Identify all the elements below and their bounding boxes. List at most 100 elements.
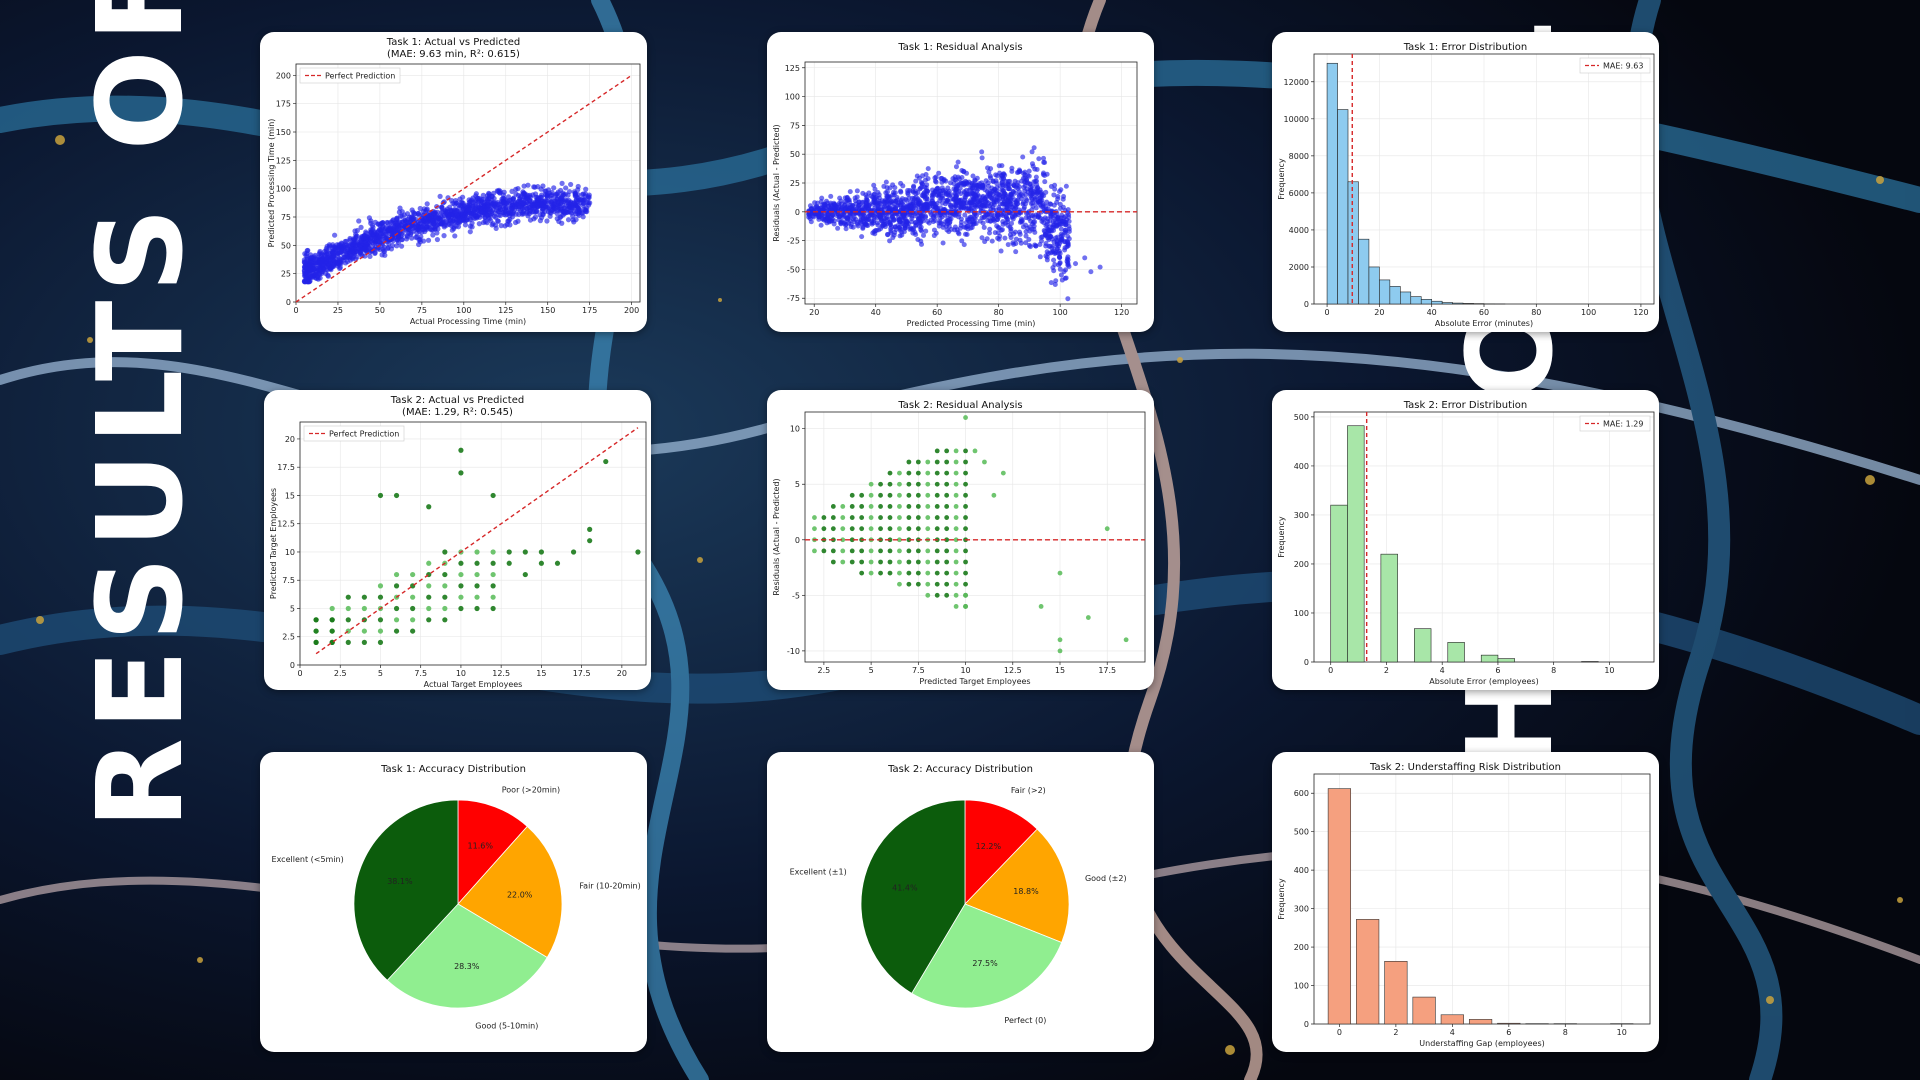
data-point <box>458 571 464 578</box>
bar <box>1412 996 1436 1025</box>
pie-slice <box>911 903 1063 1009</box>
y-axis-label: Frequency <box>1277 878 1286 920</box>
data-point <box>845 197 851 203</box>
data-point <box>888 226 894 232</box>
data-point <box>826 219 832 225</box>
data-point <box>999 187 1005 193</box>
data-point <box>1026 209 1032 215</box>
data-point <box>910 188 916 194</box>
data-point <box>361 594 367 600</box>
data-point <box>840 515 846 520</box>
data-point <box>958 216 964 222</box>
histogram-bar <box>1337 109 1349 305</box>
data-point <box>1104 526 1110 532</box>
y-tick-label: 500 <box>1294 413 1309 422</box>
pie-slice <box>964 799 1038 905</box>
legend-box <box>303 425 405 442</box>
data-point <box>349 241 355 247</box>
data-point <box>506 549 512 555</box>
data-point <box>453 197 459 204</box>
data-point <box>1051 223 1057 229</box>
data-point <box>897 548 902 554</box>
data-point <box>1044 254 1050 260</box>
data-point <box>350 236 357 242</box>
y-tick-label: 200 <box>1294 943 1309 952</box>
data-point <box>544 218 550 224</box>
data-point <box>854 188 860 194</box>
data-point <box>871 196 877 202</box>
data-point <box>559 195 565 201</box>
data-point <box>812 515 817 520</box>
data-point <box>1006 186 1012 192</box>
data-point <box>821 203 827 209</box>
chart-svg: Task 2: Residual Analysis 2.5 5 7.5 10 12.5 15… <box>772 400 1146 686</box>
data-point <box>455 224 462 230</box>
data-point <box>849 526 855 532</box>
data-point <box>829 213 835 219</box>
data-point <box>817 205 823 211</box>
x-tick-label: 0 <box>1328 666 1333 675</box>
data-point <box>1009 165 1015 171</box>
bar <box>1497 1022 1521 1025</box>
data-point <box>925 570 931 576</box>
data-point <box>1011 183 1017 189</box>
data-point <box>878 548 883 554</box>
data-point <box>383 228 390 234</box>
data-point <box>878 504 883 509</box>
x-tick-label: 10 <box>1617 1028 1627 1037</box>
x-tick-label: 4 <box>1440 666 1445 675</box>
data-point <box>1012 197 1018 203</box>
data-point <box>388 219 394 225</box>
data-point <box>377 594 384 600</box>
data-point <box>430 218 436 224</box>
y-tick-label: 50 <box>281 241 291 250</box>
data-point <box>1004 204 1010 210</box>
chart-subtitle: (MAE: 1.29, R²: 0.545) <box>402 407 513 418</box>
data-point <box>398 243 405 249</box>
x-axis-label: Absolute Error (minutes) <box>1435 319 1533 328</box>
data-point <box>994 191 1000 197</box>
data-point <box>849 537 855 543</box>
data-point <box>345 639 351 645</box>
data-point <box>915 504 921 509</box>
data-point <box>832 209 838 215</box>
data-point <box>944 548 950 554</box>
data-point <box>878 526 883 532</box>
y-tick-label: 300 <box>1294 905 1309 914</box>
data-point <box>849 548 855 554</box>
data-point <box>435 226 441 232</box>
data-point <box>915 548 921 554</box>
data-point <box>963 559 968 565</box>
data-point <box>568 181 574 188</box>
data-point <box>1065 257 1071 263</box>
x-axis-label: Actual Target Employees <box>424 680 523 689</box>
data-point <box>391 225 397 231</box>
data-point <box>1044 216 1050 222</box>
data-point <box>1044 171 1050 177</box>
data-point <box>979 149 985 155</box>
data-point <box>909 219 915 225</box>
data-point <box>1057 261 1063 267</box>
y-tick-label: 25 <box>790 179 800 188</box>
data-point <box>928 217 934 223</box>
data-point <box>551 185 557 191</box>
data-point <box>887 470 893 476</box>
data-point <box>1032 242 1038 248</box>
data-point <box>953 604 959 609</box>
data-point <box>382 252 388 258</box>
data-point <box>915 526 921 532</box>
data-point <box>849 492 855 498</box>
pie-slice <box>860 799 966 994</box>
data-point <box>426 222 432 228</box>
data-point <box>372 219 379 225</box>
data-point <box>878 214 884 220</box>
data-point <box>915 481 921 487</box>
data-point <box>926 204 932 210</box>
data-point <box>980 220 986 226</box>
data-point <box>1062 245 1068 251</box>
data-point <box>919 241 925 247</box>
data-point <box>458 594 464 600</box>
data-point <box>374 246 381 252</box>
data-point <box>418 224 425 230</box>
x-tick-label: 6 <box>1495 666 1500 675</box>
